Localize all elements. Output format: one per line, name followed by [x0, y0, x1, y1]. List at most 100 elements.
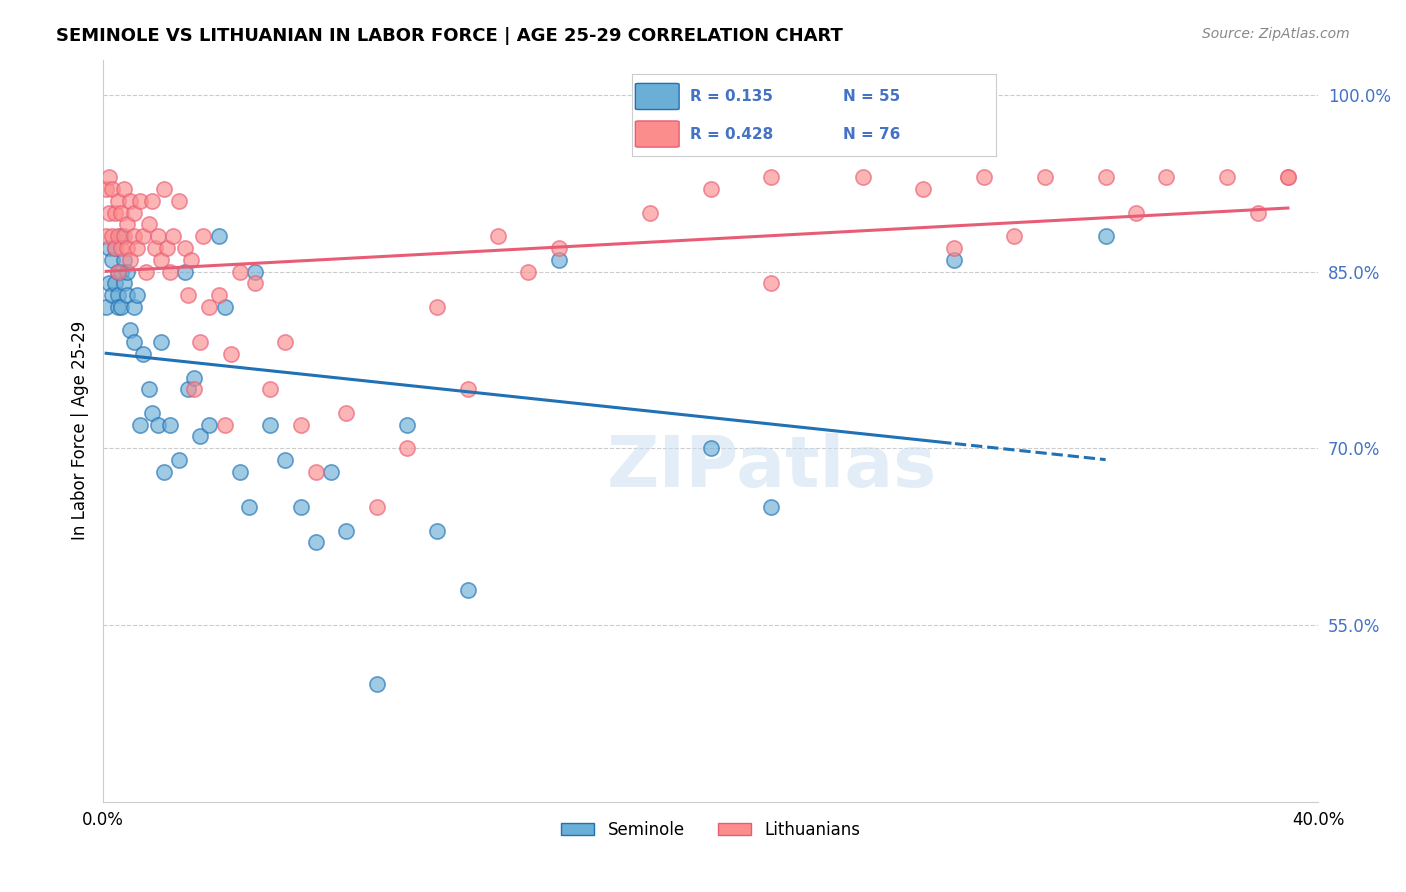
Point [110, 205, 132, 219]
Point [259, 417, 281, 432]
Point [110, 241, 132, 255]
Point [107, 264, 129, 278]
Point [138, 383, 160, 397]
Point [547, 252, 569, 267]
Point [167, 194, 190, 208]
Point [128, 417, 150, 432]
Point [1277, 170, 1299, 185]
Point [973, 170, 995, 185]
Point [112, 277, 135, 291]
Point [699, 182, 721, 196]
Point [98, 205, 121, 219]
Point [1094, 229, 1116, 244]
Point [238, 500, 260, 515]
Point [1246, 205, 1268, 219]
Point [214, 300, 236, 314]
Point [942, 252, 965, 267]
Point [112, 252, 135, 267]
Point [942, 241, 965, 255]
Point [153, 182, 176, 196]
Point [517, 264, 540, 278]
Point [1125, 205, 1147, 219]
Point [852, 170, 875, 185]
Point [146, 229, 169, 244]
Point [207, 229, 229, 244]
Point [174, 264, 197, 278]
Point [319, 465, 342, 479]
Point [110, 229, 132, 244]
Point [290, 417, 312, 432]
Point [162, 229, 184, 244]
Point [761, 277, 783, 291]
Point [122, 229, 145, 244]
Point [96, 229, 118, 244]
Point [107, 300, 129, 314]
Point [180, 252, 202, 267]
Point [177, 383, 200, 397]
Point [156, 241, 179, 255]
Point [274, 335, 297, 350]
Text: SEMINOLE VS LITHUANIAN IN LABOR FORCE | AGE 25-29 CORRELATION CHART: SEMINOLE VS LITHUANIAN IN LABOR FORCE | … [56, 27, 844, 45]
Point [177, 288, 200, 302]
Point [128, 194, 150, 208]
Point [149, 252, 172, 267]
Point [183, 383, 205, 397]
Point [146, 417, 169, 432]
Point [107, 264, 129, 278]
Point [1094, 170, 1116, 185]
Point [305, 465, 328, 479]
Point [107, 288, 129, 302]
Point [1033, 170, 1056, 185]
Point [112, 182, 135, 196]
Point [122, 335, 145, 350]
Point [395, 442, 418, 456]
Text: Source: ZipAtlas.com: Source: ZipAtlas.com [1202, 27, 1350, 41]
Point [426, 300, 449, 314]
Point [274, 453, 297, 467]
Point [117, 288, 139, 302]
Point [486, 229, 509, 244]
Point [159, 417, 181, 432]
Point [107, 229, 129, 244]
Point [335, 406, 357, 420]
Point [229, 465, 252, 479]
Point [96, 300, 118, 314]
Point [188, 335, 211, 350]
Point [120, 323, 142, 337]
Point [98, 277, 121, 291]
Point [290, 500, 312, 515]
Point [122, 300, 145, 314]
Point [243, 277, 266, 291]
Point [131, 347, 153, 361]
Point [174, 241, 197, 255]
Point [305, 535, 328, 549]
Point [457, 582, 479, 597]
Point [125, 241, 148, 255]
Point [104, 205, 127, 219]
Point [638, 205, 661, 219]
Point [104, 241, 127, 255]
Point [1216, 170, 1239, 185]
Point [198, 417, 221, 432]
Point [125, 288, 148, 302]
Point [229, 264, 252, 278]
Point [335, 524, 357, 538]
Point [1156, 170, 1178, 185]
Point [117, 241, 139, 255]
Point [96, 182, 118, 196]
Legend: Seminole, Lithuanians: Seminole, Lithuanians [554, 814, 868, 846]
Point [101, 182, 124, 196]
Point [1004, 229, 1026, 244]
Point [138, 218, 160, 232]
Point [159, 264, 181, 278]
Point [207, 288, 229, 302]
Point [149, 335, 172, 350]
Point [761, 500, 783, 515]
Point [117, 218, 139, 232]
Point [366, 500, 388, 515]
Point [193, 229, 215, 244]
Point [120, 194, 142, 208]
Text: ZIPatlas: ZIPatlas [606, 434, 936, 502]
Point [104, 241, 127, 255]
Point [426, 524, 449, 538]
